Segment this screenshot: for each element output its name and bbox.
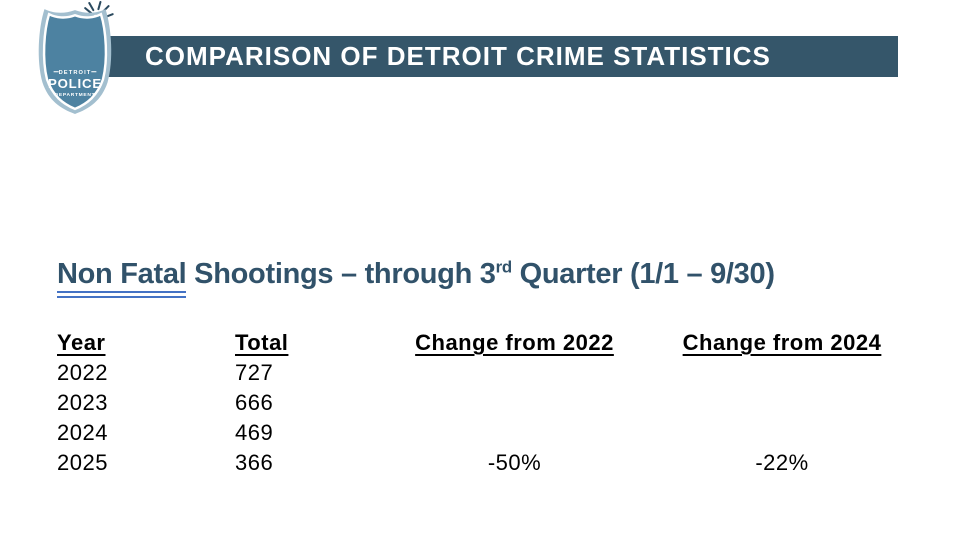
col-header-total: Total	[235, 330, 289, 355]
cell-change-2024	[680, 388, 884, 418]
cell-change-2024: -22%	[755, 450, 809, 475]
header-bar: COMPARISON OF DETROIT CRIME STATISTICS	[98, 36, 898, 77]
dpd-logo: DETROIT POLICE DEPARTMENT	[28, 1, 122, 115]
cell-change-2022	[413, 418, 616, 448]
cell-total: 366	[235, 450, 274, 475]
header-title: COMPARISON OF DETROIT CRIME STATISTICS	[145, 41, 771, 71]
cell-change-2022	[413, 358, 616, 388]
title-ordinal-suffix: rd	[495, 257, 513, 277]
cell-year: 2024	[57, 420, 108, 445]
title-tail-text: Quarter (1/1 – 9/30)	[511, 258, 775, 290]
cell-change-2022	[413, 388, 616, 418]
title-underlined-text: Non Fatal	[57, 258, 187, 298]
logo-detroit-label: DETROIT	[59, 70, 92, 76]
cell-year: 2023	[57, 390, 108, 415]
col-header-change-2022: Change from 2022	[415, 330, 614, 355]
column-spacer	[616, 358, 680, 388]
column-spacer	[616, 448, 680, 478]
slide-title: Non Fatal Shootings – through 3rd Quarte…	[57, 254, 775, 298]
cell-change-2024	[680, 358, 884, 388]
cell-total: 469	[235, 420, 274, 445]
cell-total: 727	[235, 360, 274, 385]
title-mid-text: Shootings – through 3	[186, 258, 496, 290]
cell-change-2022: -50%	[487, 450, 542, 475]
logo-police-label: POLICE	[48, 76, 102, 91]
column-spacer	[616, 388, 680, 418]
col-header-change-2024: Change from 2024	[682, 330, 882, 355]
column-spacer	[616, 328, 680, 358]
logo-department-label: DEPARTMENT	[55, 92, 96, 98]
cell-year: 2022	[57, 360, 108, 385]
column-spacer	[616, 418, 680, 448]
cell-change-2024	[680, 418, 884, 448]
police-badge-icon: DETROIT POLICE DEPARTMENT	[38, 1, 114, 114]
cell-year: 2025	[57, 450, 108, 475]
col-header-year: Year	[57, 330, 106, 355]
cell-total: 666	[235, 390, 274, 415]
stats-table: Year Total Change from 2022 Change from …	[57, 328, 884, 478]
